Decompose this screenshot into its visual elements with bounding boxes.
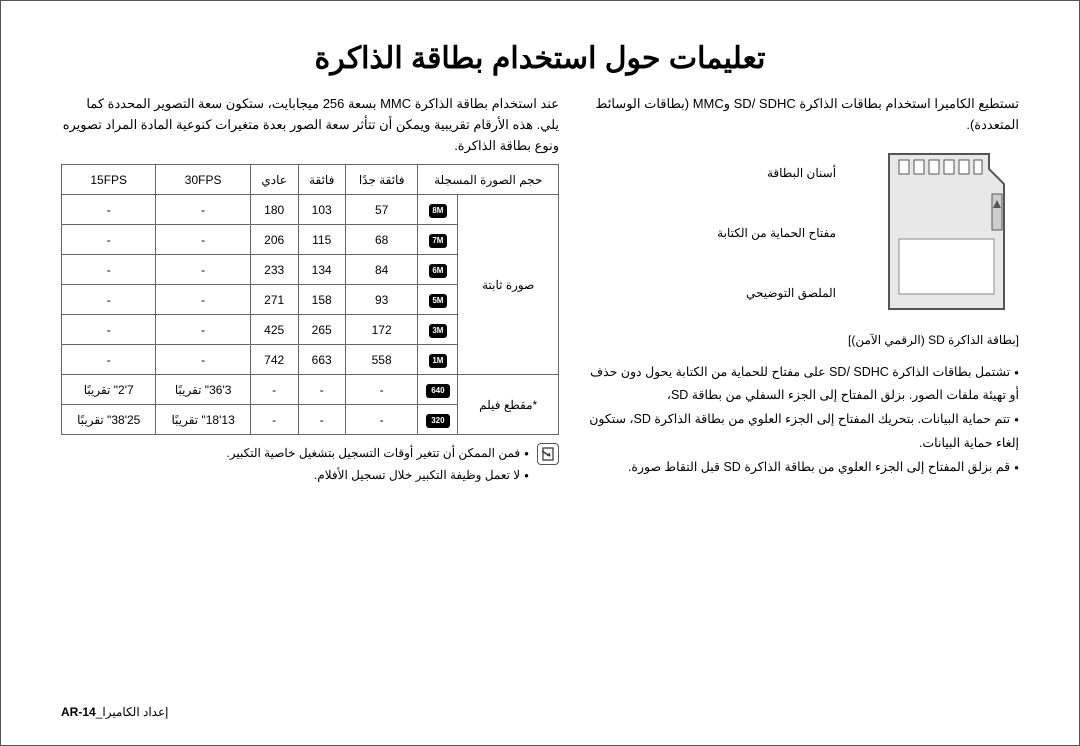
cell: -	[156, 225, 250, 255]
cell: -	[62, 285, 156, 315]
cell: -	[62, 315, 156, 345]
th-size: حجم الصورة المسجلة	[418, 165, 559, 195]
cell: -	[156, 285, 250, 315]
size-icon: 6M	[429, 264, 447, 278]
cell: 742	[250, 345, 298, 375]
size-icon: 7M	[429, 234, 447, 248]
cell: -	[345, 375, 418, 405]
th-fine: فائقة	[298, 165, 345, 195]
cell: -	[345, 405, 418, 435]
cell: -	[62, 345, 156, 375]
cell: 103	[298, 195, 345, 225]
cell: 13'18" تقريبًا	[156, 405, 250, 435]
bullet-item: تتم حماية البيانات. بتحريك المفتاح إلى ا…	[589, 408, 1019, 456]
size-icon-cell: 1M	[418, 345, 458, 375]
sd-label-sticker: الملصق التوضيحي	[717, 284, 836, 303]
capacity-table: حجم الصورة المسجلة فائقة جدًا فائقة عادي…	[61, 164, 559, 435]
th-normal: عادي	[250, 165, 298, 195]
cell: 134	[298, 255, 345, 285]
bullet-item: قم بزلق المفتاح إلى الجزء العلوي من بطاق…	[589, 456, 1019, 480]
right-column: تستطيع الكاميرا استخدام بطاقات الذاكرة S…	[589, 94, 1019, 487]
cell: -	[298, 405, 345, 435]
cell: -	[62, 225, 156, 255]
cell: -	[156, 255, 250, 285]
sd-labels: أسنان البطاقة مفتاح الحماية من الكتابة ا…	[717, 144, 836, 324]
note-icon	[537, 443, 559, 465]
sd-caption: [بطاقة الذاكرة SD (الرقمي الآمن)]	[848, 333, 1019, 347]
vheader-still: صورة ثابتة	[458, 195, 559, 375]
table-row: صورة ثابتة8M57103180--	[62, 195, 559, 225]
size-icon-cell: 6M	[418, 255, 458, 285]
size-icon: 5M	[429, 294, 447, 308]
size-icon-cell: 640	[418, 375, 458, 405]
cell: 206	[250, 225, 298, 255]
cell: 68	[345, 225, 418, 255]
cell: 115	[298, 225, 345, 255]
cell: -	[62, 255, 156, 285]
cell: -	[298, 375, 345, 405]
left-column: عند استخدام بطاقة الذاكرة MMC بسعة 256 م…	[61, 94, 559, 487]
cell: -	[250, 405, 298, 435]
size-icon: 8M	[429, 204, 447, 218]
size-icon: 320	[426, 414, 450, 428]
footer-label: _إعداد الكاميرا	[96, 705, 169, 719]
size-icon: 1M	[429, 354, 447, 368]
sd-card-diagram: [بطاقة الذاكرة SD (الرقمي الآمن)] أسنان …	[589, 144, 1019, 347]
cell: 25'38" تقريبًا	[62, 405, 156, 435]
th-15fps: 15FPS	[62, 165, 156, 195]
cell: 265	[298, 315, 345, 345]
cell: -	[250, 375, 298, 405]
sd-label-write: مفتاح الحماية من الكتابة	[717, 224, 836, 243]
size-icon-cell: 3M	[418, 315, 458, 345]
sd-label-teeth: أسنان البطاقة	[717, 164, 836, 183]
intro-text: تستطيع الكاميرا استخدام بطاقات الذاكرة S…	[589, 94, 1019, 136]
size-icon-cell: 5M	[418, 285, 458, 315]
tnote-item: فمن الممكن أن تتغير أوقات التسجيل بتشغيل…	[226, 443, 529, 465]
table-notes: فمن الممكن أن تتغير أوقات التسجيل بتشغيل…	[61, 443, 559, 486]
size-icon: 640	[426, 384, 450, 398]
sd-card-svg: [بطاقة الذاكرة SD (الرقمي الآمن)]	[848, 144, 1019, 347]
page: تعليمات حول استخدام بطاقة الذاكرة تستطيع…	[0, 0, 1080, 746]
th-superfine: فائقة جدًا	[345, 165, 418, 195]
page-footer: AR-14_إعداد الكاميرا	[61, 705, 168, 719]
cell: 663	[298, 345, 345, 375]
cell: 7'2" تقريبًا	[62, 375, 156, 405]
right-bullets: تشتمل بطاقات الذاكرة SD/ SDHC على مفتاح …	[589, 361, 1019, 480]
cell: 84	[345, 255, 418, 285]
size-icon: 3M	[429, 324, 447, 338]
table-row: *مقطع فيلم640---3'36" تقريبًا7'2" تقريبً…	[62, 375, 559, 405]
left-note: عند استخدام بطاقة الذاكرة MMC بسعة 256 م…	[61, 94, 559, 156]
tnote-item: لا تعمل وظيفة التكبير خلال تسجيل الأفلام…	[226, 465, 529, 487]
cell: -	[156, 345, 250, 375]
bullet-item: تشتمل بطاقات الذاكرة SD/ SDHC على مفتاح …	[589, 361, 1019, 409]
cell: 93	[345, 285, 418, 315]
page-title: تعليمات حول استخدام بطاقة الذاكرة	[61, 41, 1019, 76]
cell: 233	[250, 255, 298, 285]
th-30fps: 30FPS	[156, 165, 250, 195]
cell: -	[62, 195, 156, 225]
cell: 558	[345, 345, 418, 375]
cell: 158	[298, 285, 345, 315]
cell: 3'36" تقريبًا	[156, 375, 250, 405]
footer-page: AR-14	[61, 705, 96, 719]
cell: -	[156, 195, 250, 225]
cell: 180	[250, 195, 298, 225]
size-icon-cell: 8M	[418, 195, 458, 225]
vheader-movie: *مقطع فيلم	[458, 375, 559, 435]
cell: 172	[345, 315, 418, 345]
cell: 425	[250, 315, 298, 345]
size-icon-cell: 320	[418, 405, 458, 435]
size-icon-cell: 7M	[418, 225, 458, 255]
cell: 271	[250, 285, 298, 315]
cell: -	[156, 315, 250, 345]
content-columns: تستطيع الكاميرا استخدام بطاقات الذاكرة S…	[61, 94, 1019, 487]
cell: 57	[345, 195, 418, 225]
